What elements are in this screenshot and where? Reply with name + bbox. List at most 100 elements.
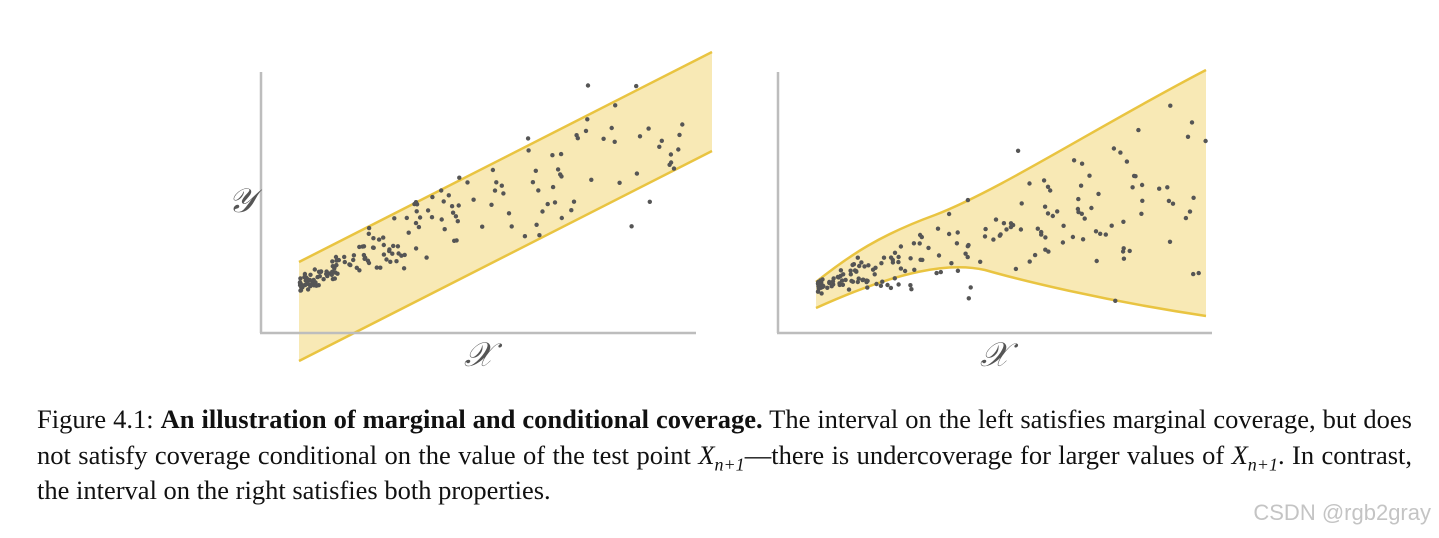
left-scatter-point: [334, 262, 339, 268]
right-scatter-point: [902, 268, 908, 274]
left-scatter-point: [559, 174, 564, 179]
right-scatter-point: [946, 211, 952, 217]
left-scatter-point: [456, 203, 461, 208]
left-scatter-point: [668, 152, 674, 157]
left-scatter-point: [601, 136, 606, 141]
left-scatter-point: [634, 83, 639, 89]
left-scatter-point: [585, 83, 591, 88]
left-scatter-point: [677, 132, 682, 138]
left-scatter-point: [552, 200, 558, 205]
left-scatter-point: [526, 148, 531, 153]
left-x-axis-label: 𝒳: [464, 335, 503, 375]
right-scatter-point: [1191, 195, 1196, 200]
right-scatter-point: [846, 287, 852, 292]
right-scatter-point: [917, 241, 922, 246]
left-scatter-point: [324, 271, 329, 277]
left-scatter-point: [315, 274, 320, 280]
right-scatter-point: [1041, 178, 1047, 183]
left-scatter-point: [351, 257, 356, 263]
right-scatter-point: [991, 237, 996, 242]
right-scatter-point: [982, 234, 988, 239]
left-scatter-point: [550, 153, 555, 158]
left-y-axis-label: 𝒴: [228, 181, 263, 221]
left-scatter-point: [613, 103, 618, 108]
right-scatter-point: [859, 260, 864, 265]
left-scatter-point: [506, 211, 512, 216]
left-scatter-point: [307, 277, 313, 283]
left-scatter-point: [489, 202, 494, 207]
figure-caption: Figure 4.1: An illustration of marginal …: [37, 402, 1412, 509]
left-scatter-point: [387, 248, 392, 254]
right-scatter-point: [856, 276, 861, 281]
right-scatter-point: [919, 234, 924, 240]
right-scatter-point: [965, 197, 971, 203]
right-scatter-points: [815, 103, 1208, 303]
right-scatter-point: [1124, 159, 1130, 164]
right-scatter-point: [888, 285, 894, 291]
right-scatter-point: [983, 226, 988, 232]
right-scatter-point: [825, 285, 830, 290]
left-scatter-point: [298, 282, 304, 287]
left-scatter-point: [413, 200, 419, 205]
left-scatter-point: [609, 125, 614, 131]
left-scatter-point: [392, 216, 397, 221]
left-scatter-point: [647, 199, 652, 204]
left-scatter-point: [413, 246, 419, 251]
right-scatter-point: [865, 278, 870, 284]
right-scatter-point: [870, 267, 876, 272]
right-scatter-point: [1089, 205, 1094, 211]
left-scatter-point: [303, 278, 308, 283]
left-scatter-point: [365, 258, 371, 263]
right-scatter-point: [908, 283, 913, 288]
left-scatter-point: [391, 243, 396, 249]
left-scatter-point: [537, 233, 542, 238]
left-scatter-point: [347, 262, 352, 267]
right-scatter-point: [1076, 209, 1081, 215]
left-scatter-point: [330, 259, 335, 264]
right-scatter-point: [935, 226, 941, 231]
right-scatter-point: [993, 217, 999, 222]
left-scatter-point: [406, 230, 411, 235]
right-scatter-point: [911, 241, 917, 246]
left-scatter-point: [351, 253, 357, 258]
left-scatter-point: [499, 183, 504, 188]
right-scatter-point: [965, 254, 970, 260]
right-scatter-point: [1127, 248, 1132, 254]
right-scatter-point: [855, 279, 860, 285]
left-scatter-point: [416, 224, 422, 230]
left-scatter-point: [413, 220, 419, 226]
right-scatter-point: [1048, 188, 1053, 193]
right-scatter-point: [1120, 249, 1126, 254]
caption-text-3: . In contrast, the interval on the right…: [37, 439, 1413, 506]
right-scatter-point: [1078, 183, 1084, 188]
right-scatter-point: [857, 263, 862, 269]
left-scatter-point: [332, 276, 337, 281]
left-scatter-point: [534, 222, 539, 227]
right-scatter-point: [1203, 138, 1208, 144]
right-scatter-point: [1111, 146, 1117, 151]
right-scatter-point: [909, 287, 914, 292]
right-scatter-point: [936, 253, 942, 258]
right-scatter-point: [1189, 120, 1195, 125]
right-scatter-point: [852, 268, 858, 273]
left-scatter-point: [671, 166, 677, 171]
left-scatter-point: [559, 215, 564, 221]
left-scatter-point: [370, 245, 376, 250]
right-scatter-point: [819, 291, 824, 296]
right-scatter-point: [966, 242, 971, 248]
left-scatter-point: [583, 128, 589, 134]
left-scatter-point: [457, 175, 462, 180]
right-scatter-point: [912, 267, 917, 272]
left-scatter-point: [545, 201, 550, 207]
right-scatter-point: [819, 281, 824, 286]
right-scatter-point: [1157, 186, 1162, 191]
caption-math-x-2: Xn+1: [1231, 439, 1278, 474]
caption-text-1: The interval on the left satisfies margi…: [37, 404, 1412, 470]
left-scatter-point: [612, 139, 617, 144]
left-scatter-point: [308, 272, 313, 277]
left-scatter-point: [525, 136, 531, 141]
left-scatter-point: [452, 238, 457, 243]
right-scatter-point: [946, 231, 952, 237]
left-scatter-point: [446, 193, 451, 198]
left-scatter-point: [680, 122, 685, 127]
